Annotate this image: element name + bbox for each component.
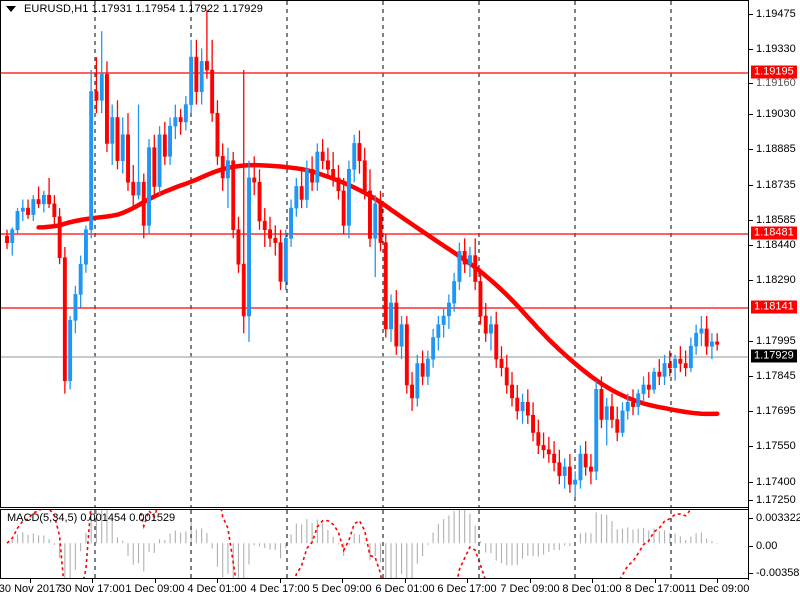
price-tick-label: 1.17695 <box>756 405 796 417</box>
time-tick-mark <box>405 579 406 583</box>
axis-tick-mark <box>749 341 753 342</box>
axis-tick-mark <box>749 114 753 115</box>
candlestick-series <box>1 1 748 507</box>
time-tick-label: 6 Dec 01:00 <box>375 583 435 595</box>
time-tick-mark <box>592 579 593 583</box>
axis-tick-mark <box>749 376 753 377</box>
time-tick-label: 8 Dec 17:00 <box>625 583 685 595</box>
price-tick-label: 1.17550 <box>756 440 796 452</box>
time-tick-mark <box>530 579 531 583</box>
axis-tick-mark <box>749 518 753 519</box>
current-price-badge: 1.17929 <box>751 349 797 363</box>
axis-tick-mark <box>749 220 753 221</box>
time-tick-label: 5 Dec 09:00 <box>312 583 372 595</box>
price-tick-label: -0.003582 <box>756 567 800 579</box>
time-tick-mark <box>30 579 31 583</box>
axis-tick-mark <box>749 185 753 186</box>
macd-series <box>6 510 718 578</box>
chart-header: EURUSD,H1 1.17931 1.17954 1.17922 1.1792… <box>0 0 263 18</box>
time-tick-label: 1 Dec 09:00 <box>125 583 185 595</box>
price-tick-label: 1.18585 <box>756 214 796 226</box>
triangle-down-icon[interactable] <box>6 6 16 12</box>
time-tick-mark <box>655 579 656 583</box>
price-pane[interactable] <box>0 0 748 508</box>
price-tick-label: 1.18290 <box>756 274 796 286</box>
time-axis: 30 Nov 2017 30 Nov 17:00 1 Dec 09:00 4 Dec … <box>0 579 750 600</box>
axis-tick-mark <box>749 482 753 483</box>
price-axis[interactable]: 1.19475 1.19330 1.19195 1.19160 1.19030 1.188… <box>748 0 800 580</box>
price-tick-label: 1.18885 <box>756 143 796 155</box>
price-tick-label: 1.19475 <box>756 8 796 20</box>
time-tick-label: 6 Dec 17:00 <box>437 583 497 595</box>
axis-tick-mark <box>749 49 753 50</box>
time-tick-mark <box>280 579 281 583</box>
price-tick-label: 0.00 <box>756 540 778 552</box>
time-tick-mark <box>467 579 468 583</box>
time-tick-label: 7 Dec 09:00 <box>500 583 560 595</box>
axis-tick-mark <box>749 446 753 447</box>
time-tick-label: 4 Dec 01:00 <box>187 583 247 595</box>
time-tick-mark <box>92 579 93 583</box>
symbol-ohlc-label: EURUSD,H1 1.17931 1.17954 1.17922 1.1792… <box>24 3 263 15</box>
price-tick-label: 1.17995 <box>756 335 796 347</box>
time-tick-label: 4 Dec 17:00 <box>250 583 310 595</box>
level-price-badge: 1.18141 <box>751 300 797 314</box>
price-tick-label: 1.18440 <box>756 239 796 251</box>
price-tick-label: 1.18735 <box>756 179 796 191</box>
time-tick-mark <box>342 579 343 583</box>
level-price-badge: 1.19195 <box>751 65 797 79</box>
time-tick-mark <box>717 579 718 583</box>
time-tick-mark <box>217 579 218 583</box>
axis-tick-mark <box>749 245 753 246</box>
axis-tick-mark <box>749 546 753 547</box>
time-tick-label: 30 Nov 17:00 <box>59 583 125 595</box>
price-tick-label: 1.19330 <box>756 43 796 55</box>
macd-plot <box>1 510 748 578</box>
axis-tick-mark <box>749 83 753 84</box>
time-tick-label: 11 Dec 09:00 <box>684 583 750 595</box>
price-tick-label: 0.003322 <box>756 512 800 524</box>
axis-tick-mark <box>749 500 753 501</box>
macd-label: MACD(5,34,5) 0.001454 0.001529 <box>7 512 176 524</box>
axis-tick-mark <box>749 573 753 574</box>
axis-tick-mark <box>749 14 753 15</box>
axis-tick-mark <box>749 149 753 150</box>
time-tick-label: 30 Nov 2017 <box>0 583 62 595</box>
price-tick-label: 1.17400 <box>756 476 796 488</box>
level-price-badge: 1.18481 <box>751 226 797 240</box>
macd-pane[interactable]: MACD(5,34,5) 0.001454 0.001529 <box>0 509 748 579</box>
price-plot <box>1 1 748 507</box>
axis-tick-mark <box>749 411 753 412</box>
price-tick-label: 1.17845 <box>756 370 796 382</box>
time-tick-label: 8 Dec 01:00 <box>562 583 622 595</box>
price-tick-label: 1.19030 <box>756 108 796 120</box>
time-tick-mark <box>155 579 156 583</box>
price-tick-label: 1.19160 <box>756 77 796 89</box>
axis-tick-mark <box>749 280 753 281</box>
price-tick-label: 1.17250 <box>756 494 796 506</box>
